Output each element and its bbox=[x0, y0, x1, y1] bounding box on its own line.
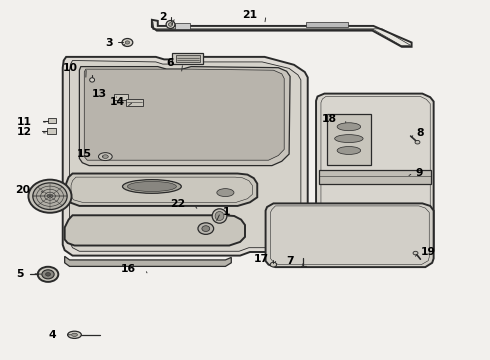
Ellipse shape bbox=[415, 140, 420, 144]
Text: 21: 21 bbox=[242, 10, 257, 20]
Ellipse shape bbox=[202, 226, 210, 231]
Text: 12: 12 bbox=[17, 127, 32, 138]
Text: 8: 8 bbox=[416, 128, 424, 138]
Ellipse shape bbox=[270, 262, 277, 267]
Ellipse shape bbox=[335, 135, 363, 143]
Polygon shape bbox=[65, 256, 231, 266]
Text: 11: 11 bbox=[17, 117, 32, 127]
Text: 17: 17 bbox=[253, 254, 269, 264]
Text: 1: 1 bbox=[223, 207, 230, 217]
Polygon shape bbox=[175, 23, 190, 29]
Polygon shape bbox=[63, 57, 308, 256]
Text: 9: 9 bbox=[416, 168, 423, 178]
Text: 7: 7 bbox=[286, 256, 294, 266]
Polygon shape bbox=[48, 118, 56, 123]
Polygon shape bbox=[70, 60, 301, 251]
Ellipse shape bbox=[46, 273, 50, 276]
Polygon shape bbox=[266, 203, 434, 267]
Text: 3: 3 bbox=[105, 38, 113, 48]
Ellipse shape bbox=[127, 181, 176, 192]
Ellipse shape bbox=[337, 123, 361, 131]
Text: 6: 6 bbox=[166, 58, 174, 68]
Ellipse shape bbox=[38, 267, 58, 282]
Ellipse shape bbox=[337, 147, 361, 154]
Ellipse shape bbox=[125, 41, 129, 44]
Ellipse shape bbox=[212, 209, 227, 223]
Ellipse shape bbox=[122, 39, 133, 46]
Text: 13: 13 bbox=[92, 89, 107, 99]
Polygon shape bbox=[114, 94, 128, 100]
Text: 14: 14 bbox=[110, 96, 125, 107]
Polygon shape bbox=[318, 170, 431, 184]
Text: 5: 5 bbox=[16, 269, 24, 279]
Text: 22: 22 bbox=[170, 199, 185, 210]
Polygon shape bbox=[66, 174, 257, 206]
Ellipse shape bbox=[198, 223, 214, 234]
Polygon shape bbox=[152, 20, 412, 47]
Polygon shape bbox=[327, 114, 371, 165]
Text: 15: 15 bbox=[77, 149, 92, 159]
Text: 2: 2 bbox=[159, 12, 167, 22]
Ellipse shape bbox=[42, 270, 54, 279]
Ellipse shape bbox=[169, 23, 172, 26]
Text: 20: 20 bbox=[15, 185, 30, 195]
Polygon shape bbox=[84, 69, 284, 160]
Ellipse shape bbox=[72, 333, 77, 337]
Text: 16: 16 bbox=[121, 264, 136, 274]
Text: 19: 19 bbox=[420, 247, 436, 257]
Polygon shape bbox=[306, 22, 348, 27]
Ellipse shape bbox=[166, 21, 175, 28]
Ellipse shape bbox=[413, 251, 418, 255]
Text: 10: 10 bbox=[62, 63, 77, 73]
Polygon shape bbox=[79, 67, 290, 166]
Ellipse shape bbox=[68, 331, 81, 338]
Polygon shape bbox=[65, 215, 245, 246]
Polygon shape bbox=[126, 99, 143, 106]
Ellipse shape bbox=[90, 78, 95, 82]
Ellipse shape bbox=[98, 153, 112, 161]
Polygon shape bbox=[176, 55, 200, 62]
Polygon shape bbox=[47, 128, 56, 134]
Polygon shape bbox=[172, 53, 203, 64]
Ellipse shape bbox=[102, 155, 108, 158]
Ellipse shape bbox=[217, 189, 234, 197]
Ellipse shape bbox=[122, 180, 181, 193]
Text: 18: 18 bbox=[322, 114, 337, 124]
Ellipse shape bbox=[33, 183, 67, 210]
Polygon shape bbox=[316, 94, 434, 259]
Ellipse shape bbox=[215, 211, 224, 220]
Text: 4: 4 bbox=[49, 330, 56, 340]
Ellipse shape bbox=[28, 180, 72, 213]
